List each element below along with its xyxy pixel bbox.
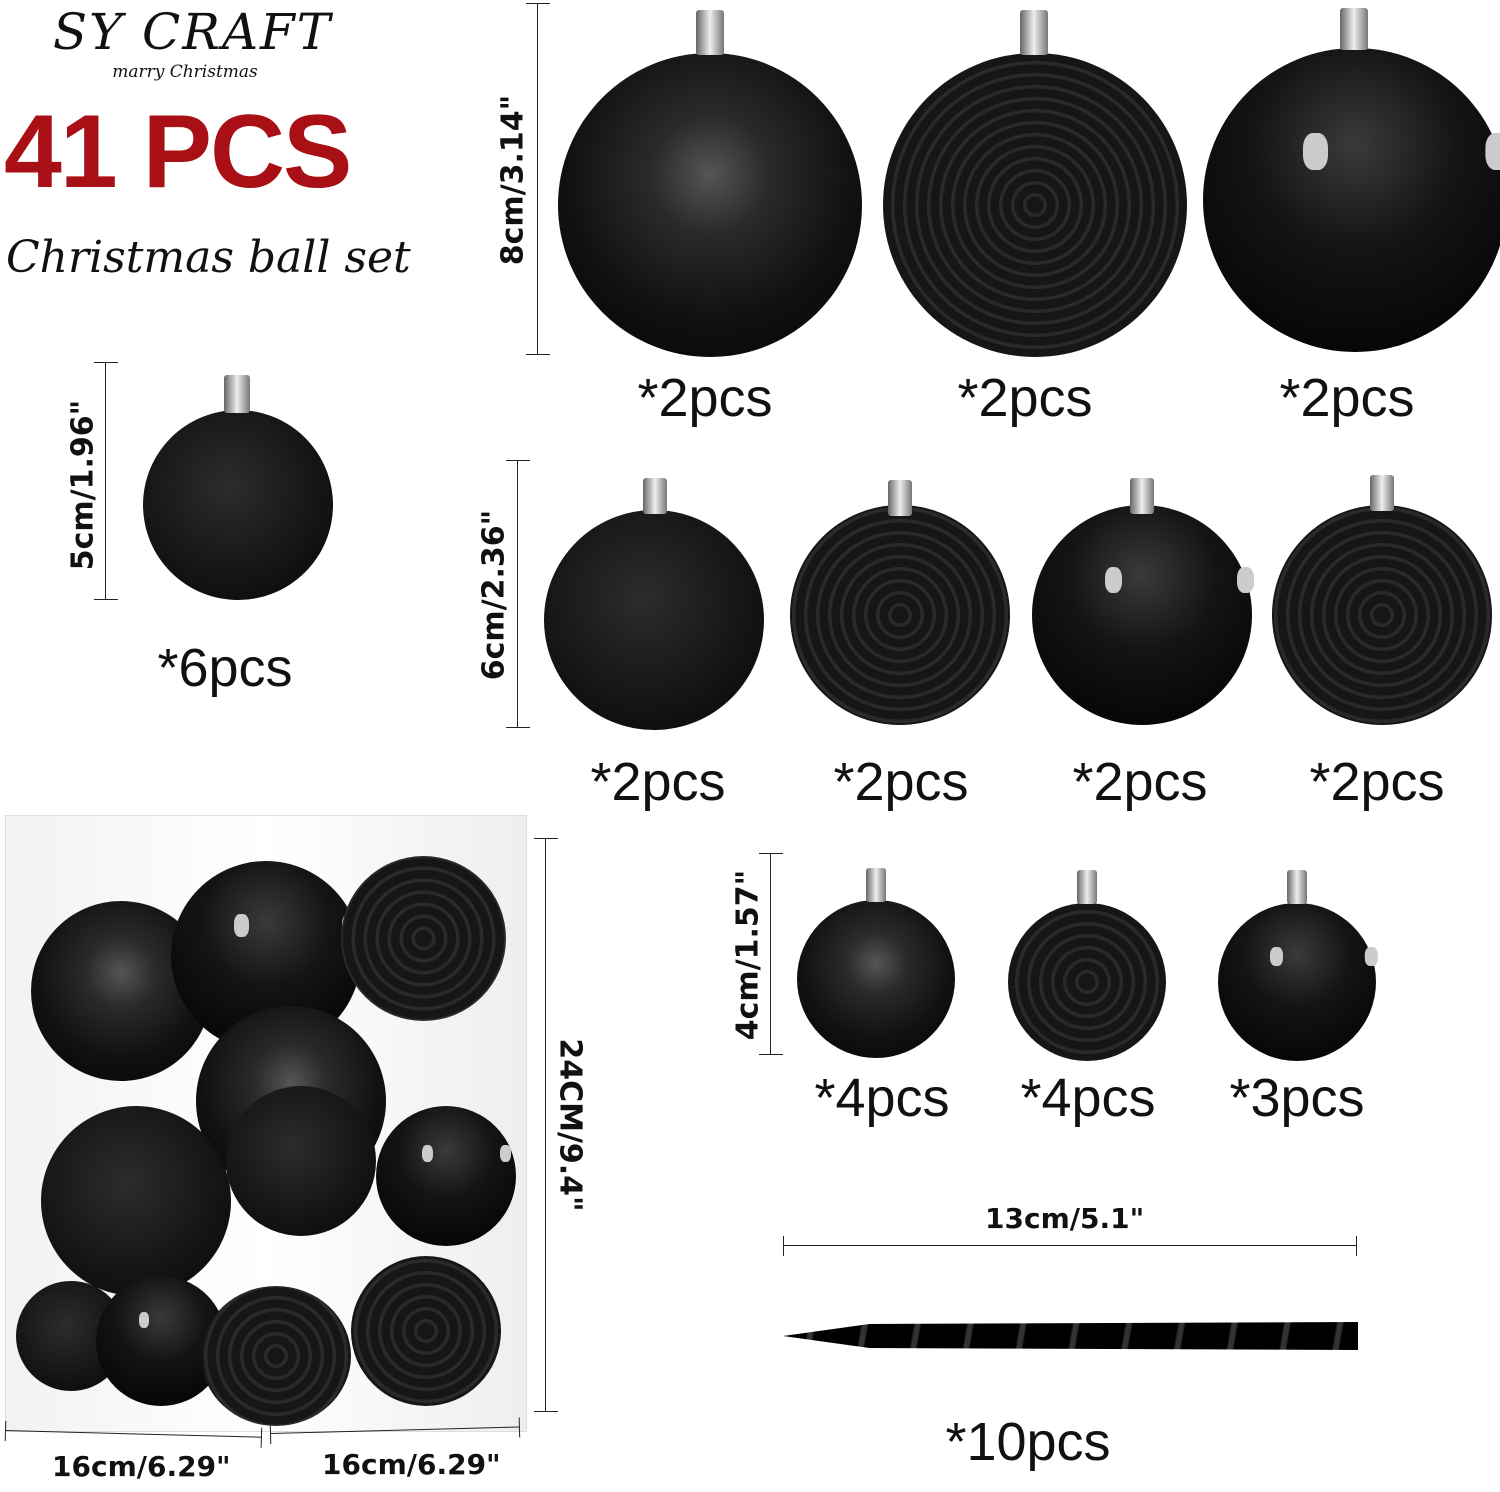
qty-label: *2pcs — [1279, 368, 1415, 428]
qty-label: *2pcs — [637, 368, 773, 428]
package-box — [5, 815, 527, 1432]
dimension-line-icicle — [783, 1236, 1357, 1256]
qty-label: *3pcs — [1229, 1068, 1365, 1128]
qty-label: *2pcs — [1309, 752, 1445, 812]
qty-label: *6pcs — [157, 638, 293, 698]
ornament-cap — [1287, 870, 1307, 904]
dimension-label-package-height: 24CM/9.4" — [552, 1038, 588, 1212]
dimension-line-medium — [506, 460, 530, 728]
ornament-cap — [1077, 870, 1097, 904]
ornament-cap — [888, 480, 912, 516]
qty-label: *2pcs — [1072, 752, 1208, 812]
ornament-cap — [1020, 10, 1048, 55]
dimension-line-small — [759, 853, 783, 1055]
ornament-medium-floral — [790, 505, 1010, 725]
ornament-single-matte — [143, 410, 333, 600]
dimension-label-package-depth: 16cm/6.29" — [322, 1448, 501, 1481]
qty-label: *2pcs — [590, 752, 726, 812]
brand-tagline: marry Christmas — [112, 62, 258, 82]
dimension-line-large — [526, 3, 550, 355]
brand-logo: SY CRAFT — [52, 3, 333, 61]
piece-count: 41 PCS — [4, 94, 352, 210]
dimension-label-package-width: 16cm/6.29" — [52, 1450, 231, 1483]
dimension-label-small: 4cm/1.57" — [730, 869, 766, 1041]
ornament-small-glitter — [797, 900, 955, 1058]
ornament-large-shiny — [1203, 48, 1500, 352]
ornament-cap — [696, 10, 724, 55]
dimension-line-single — [94, 362, 118, 600]
ornament-cap — [866, 868, 886, 902]
ornament-cap — [224, 375, 250, 413]
dimension-line-package-height — [534, 838, 558, 1412]
ornament-large-glitter — [558, 53, 862, 357]
icicle-ornament — [783, 1322, 1358, 1350]
ornament-cap — [643, 478, 667, 514]
qty-label: *4pcs — [1020, 1068, 1156, 1128]
ornament-medium-matte — [544, 510, 764, 730]
ornament-large-embossed — [883, 53, 1187, 357]
qty-label: *2pcs — [833, 752, 969, 812]
ornament-cap — [1370, 475, 1394, 511]
ornament-small-shiny — [1218, 903, 1376, 1061]
ornament-in-box — [376, 1106, 516, 1246]
ornament-small-tree — [1008, 903, 1166, 1061]
qty-label: *10pcs — [945, 1412, 1111, 1472]
dimension-label-single: 5cm/1.96" — [65, 399, 101, 571]
ornament-in-box — [351, 1256, 501, 1406]
dimension-label-icicle: 13cm/5.1" — [985, 1202, 1145, 1235]
ornament-cap — [1340, 8, 1368, 50]
ornament-cap — [1130, 478, 1154, 514]
ornament-in-box — [201, 1286, 351, 1426]
qty-label: *2pcs — [957, 368, 1093, 428]
ornament-medium-shiny — [1032, 505, 1252, 725]
qty-label: *4pcs — [814, 1068, 950, 1128]
ornament-in-box — [41, 1106, 231, 1296]
product-subtitle: Christmas ball set — [6, 232, 411, 283]
ornament-medium-leaf — [1272, 505, 1492, 725]
ornament-in-box — [341, 856, 506, 1021]
dimension-label-large: 8cm/3.14" — [495, 94, 531, 266]
dimension-label-medium: 6cm/2.36" — [476, 509, 512, 681]
ornament-in-box — [226, 1086, 376, 1236]
